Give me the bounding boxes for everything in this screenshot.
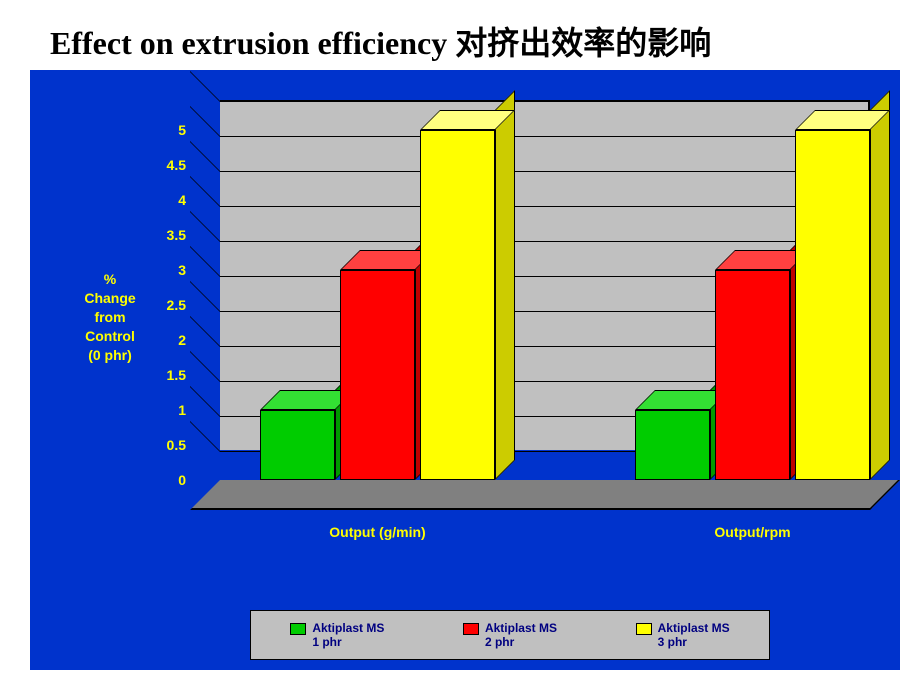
legend-text: Aktiplast MS2 phr — [485, 621, 557, 650]
bar-front — [340, 270, 415, 480]
y-tick-label: 1.5 — [140, 367, 190, 383]
y-tick-label: 0 — [140, 472, 190, 488]
plot-3d: 00.511.522.533.544.55 Output (g/min)Outp… — [190, 100, 870, 540]
title-chinese: 对挤出效率的影响 — [455, 25, 711, 61]
y-axis-label: %ChangefromControl(0 phr) — [50, 270, 170, 364]
y-tick-label: 4.5 — [140, 157, 190, 173]
slide-title: Effect on extrusion efficiency 对挤出效率的影响 — [50, 18, 711, 64]
y-tick-label: 2.5 — [140, 297, 190, 313]
y-tick-label: 3 — [140, 262, 190, 278]
bar-front — [715, 270, 790, 480]
bar-front — [260, 410, 335, 480]
legend-text: Aktiplast MS1 phr — [312, 621, 384, 650]
y-tick-label: 5 — [140, 122, 190, 138]
floor — [190, 480, 900, 510]
y-axis-label-line: (0 phr) — [50, 346, 170, 365]
bar — [715, 270, 790, 480]
bar — [340, 270, 415, 480]
bar-front — [635, 410, 710, 480]
y-tick-label: 1 — [140, 402, 190, 418]
bar — [635, 410, 710, 480]
y-tick-label: 0.5 — [140, 437, 190, 453]
bar-front — [420, 130, 495, 480]
x-axis-category-label: Output/rpm — [615, 524, 890, 540]
x-axis-category-label: Output (g/min) — [240, 524, 515, 540]
chart-container: %ChangefromControl(0 phr) 00.511.522.533… — [30, 70, 900, 670]
title-english: Effect on extrusion efficiency — [50, 25, 455, 61]
legend-swatch — [290, 623, 306, 635]
legend-swatch — [636, 623, 652, 635]
plot-wrap: %ChangefromControl(0 phr) 00.511.522.533… — [30, 70, 900, 590]
bar — [795, 130, 870, 480]
y-tick-label: 2 — [140, 332, 190, 348]
bars-area — [220, 130, 870, 480]
y-tick-label: 3.5 — [140, 227, 190, 243]
slide: Effect on extrusion efficiency 对挤出效率的影响 … — [0, 0, 920, 690]
y-tick-label: 4 — [140, 192, 190, 208]
bar-side — [870, 90, 890, 480]
bar — [420, 130, 495, 480]
legend: Aktiplast MS1 phr Aktiplast MS2 phr Aktipl… — [250, 610, 770, 660]
legend-text: Aktiplast MS3 phr — [658, 621, 730, 650]
legend-item: Aktiplast MS3 phr — [636, 621, 730, 650]
bar — [260, 410, 335, 480]
legend-item: Aktiplast MS2 phr — [463, 621, 557, 650]
legend-item: Aktiplast MS1 phr — [290, 621, 384, 650]
bar-front — [795, 130, 870, 480]
legend-swatch — [463, 623, 479, 635]
bar-side — [495, 90, 515, 480]
gridline — [220, 101, 868, 102]
